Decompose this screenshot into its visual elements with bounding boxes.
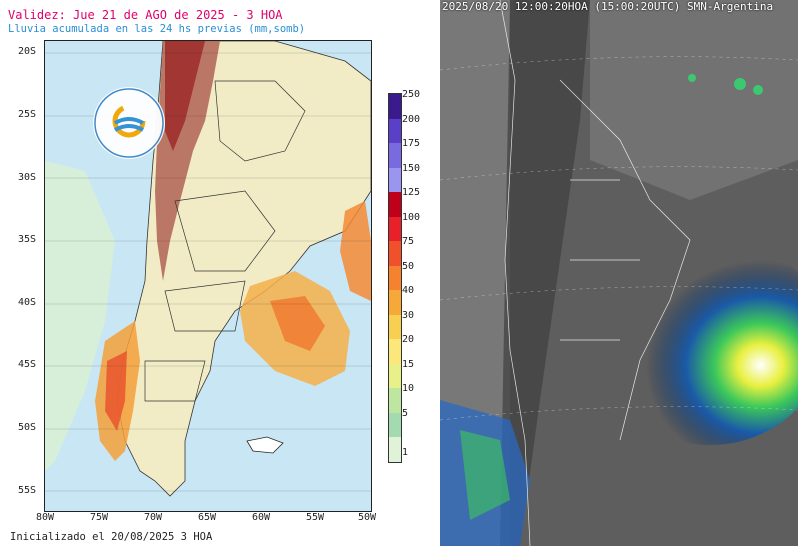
colorbar-segment — [389, 265, 401, 291]
lat-label-55s: 55S — [18, 485, 37, 496]
colorbar-segment — [389, 241, 401, 267]
satellite-panel: 2025/08/20 12:00:20HOA (15:00:20UTC) SMN… — [440, 0, 798, 546]
colorbar-segment — [389, 118, 401, 144]
patagonia-heavy-rain — [105, 351, 127, 431]
forecast-map — [44, 40, 372, 512]
colorbar-segment — [389, 363, 401, 389]
northern-convective-cells — [688, 74, 763, 95]
satellite-borders — [499, 0, 691, 546]
lon-label-55w: 55W — [306, 512, 325, 523]
satellite-image — [440, 0, 798, 546]
lon-label-50w: 50W — [358, 512, 377, 523]
colorbar-label: 1 — [402, 446, 409, 458]
lat-label-50s: 50S — [18, 422, 37, 433]
colorbar-segment — [389, 143, 401, 169]
cyclone-cloud-swirl — [595, 235, 798, 445]
colorbar-label: 40 — [402, 285, 415, 297]
colorbar-label: 10 — [402, 383, 415, 395]
smn-logo — [93, 87, 165, 159]
colorbar-label: 20 — [402, 334, 415, 346]
lat-label-20s: 20S — [18, 46, 37, 57]
atlantic-heavy-rain — [270, 296, 325, 351]
colorbar-label: 200 — [402, 113, 421, 125]
satellite-timestamp-title: 2025/08/20 12:00:20HOA (15:00:20UTC) SMN… — [442, 0, 774, 13]
pacific-light-rain — [45, 161, 115, 471]
precip-colorbar — [388, 93, 402, 463]
lon-label-75w: 75W — [90, 512, 109, 523]
andes-heavy-rain — [165, 41, 205, 151]
forecast-variable-subtitle: Lluvia acumulada en las 24 hs previas (m… — [8, 23, 306, 35]
colorbar-segment — [389, 216, 401, 242]
forecast-map-graphic — [45, 41, 371, 511]
colorbar-segment — [389, 94, 401, 120]
init-time-footer: Inicializado el 20/08/2025 3 HOA — [10, 531, 213, 543]
colorbar-segment — [389, 167, 401, 193]
ne-atlantic-rain — [340, 201, 371, 301]
rain-forecast-panel: Validez: Jue 21 de AGO de 2025 - 3 HOA L… — [8, 8, 421, 543]
colorbar-label: 30 — [402, 309, 415, 321]
smn-logo-icon — [94, 88, 164, 158]
lat-label-45s: 45S — [18, 359, 37, 370]
colorbar-label: 5 — [402, 407, 409, 419]
colorbar-segment — [389, 290, 401, 316]
lon-label-80w: 80W — [36, 512, 55, 523]
colorbar-label: 15 — [402, 358, 415, 370]
colorbar-segment — [389, 412, 401, 438]
lon-label-60w: 60W — [252, 512, 271, 523]
colorbar-label: 50 — [402, 260, 415, 272]
malvinas-islands — [246, 436, 284, 454]
andes-dark-band — [500, 0, 590, 546]
colorbar-segment — [389, 437, 401, 463]
colorbar-label: 175 — [402, 138, 421, 150]
colorbar-label: 250 — [402, 89, 421, 100]
colorbar-segment — [389, 339, 401, 365]
lat-label-40s: 40S — [18, 297, 37, 308]
lat-label-30s: 30S — [18, 172, 37, 183]
colorbar-segment — [389, 192, 401, 218]
province-borders — [144, 80, 306, 402]
colorbar-label: 75 — [402, 236, 415, 248]
colorbar-label: 125 — [402, 187, 421, 199]
lat-label-35s: 35S — [18, 234, 37, 245]
lon-label-65w: 65W — [198, 512, 217, 523]
colorbar-segment — [389, 314, 401, 340]
colorbar-label: 100 — [402, 211, 421, 223]
lat-label-25s: 25S — [18, 109, 37, 120]
lon-label-70w: 70W — [144, 512, 163, 523]
colorbar-segment — [389, 388, 401, 414]
colorbar-label: 150 — [402, 162, 421, 174]
forecast-validity-title: Validez: Jue 21 de AGO de 2025 - 3 HOA — [8, 8, 283, 22]
